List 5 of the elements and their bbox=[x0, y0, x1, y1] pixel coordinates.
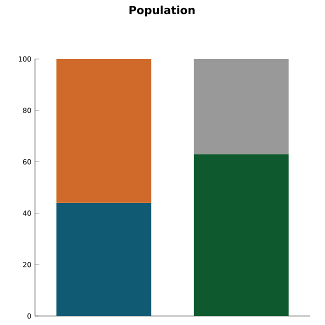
bar bbox=[194, 154, 289, 316]
bar bbox=[194, 59, 289, 154]
bar bbox=[56, 202, 152, 316]
bar bbox=[56, 59, 152, 203]
chart-title: Population bbox=[130, 6, 195, 16]
